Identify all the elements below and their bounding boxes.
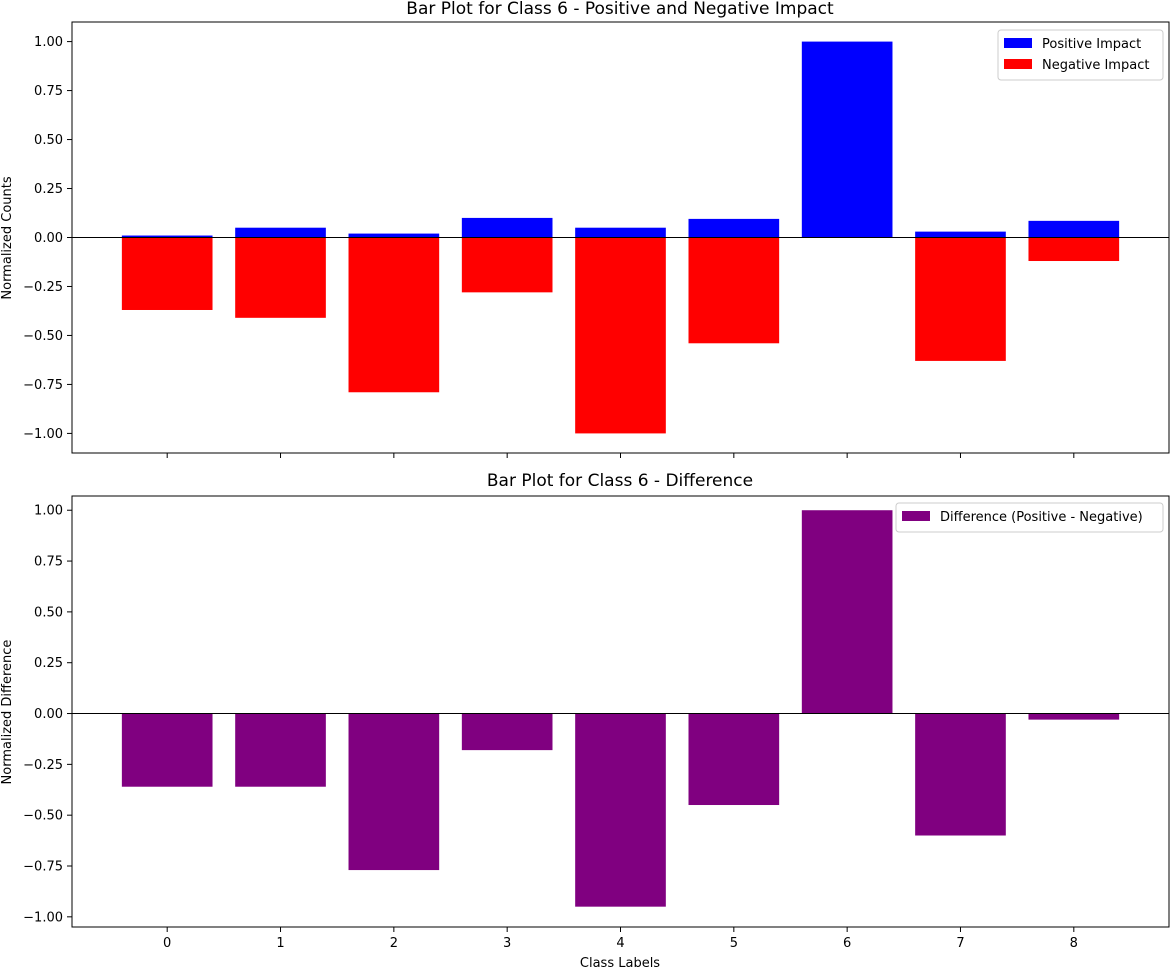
difference-y-tick-label: 0.75 — [34, 555, 63, 570]
difference-x-tick-label: 4 — [616, 936, 624, 951]
impact-bar-s0-2 — [348, 233, 440, 238]
difference-x-tick-label: 1 — [276, 936, 284, 951]
impact-bar-s1-3 — [461, 237, 553, 293]
difference-legend-label: Difference (Positive - Negative) — [940, 510, 1143, 525]
impact-bar-s0-3 — [461, 217, 553, 238]
impact-y-tick-label: 1.00 — [34, 35, 63, 50]
impact-bar-s1-0 — [121, 237, 213, 310]
impact-bar-s1-8 — [1028, 237, 1120, 262]
impact-legend-label: Negative Impact — [1042, 58, 1149, 73]
difference-plot-area: 1.00 0.75 0.50 0.25 0.00 −0.25 −0.50 −0.75 −1.00… — [23, 504, 1169, 951]
impact-y-tick-label: −1.00 — [23, 427, 63, 442]
difference-axes-frame — [71, 495, 1170, 928]
difference-legend: Difference (Positive - Negative) — [895, 502, 1164, 533]
impact-y-tick-label: 0.50 — [34, 133, 63, 148]
impact-y-tick-label: −0.75 — [23, 378, 63, 393]
impact-bar-s0-8 — [1028, 220, 1120, 238]
difference-bar-s0-5 — [688, 713, 780, 806]
impact-legend-frame — [997, 29, 1164, 81]
difference-y-tick-label: 1.00 — [34, 504, 63, 519]
difference-bar-s0-4 — [575, 713, 666, 907]
difference-y-tick-label: 0.00 — [34, 707, 63, 722]
difference-bar-s0-7 — [915, 713, 1006, 836]
impact-legend: Positive Impact Negative Impact — [997, 29, 1164, 81]
difference-bar-s0-8 — [1028, 713, 1120, 720]
impact-chart-title: Bar Plot for Class 6 - Positive and Nega… — [406, 0, 834, 19]
impact-panel: Bar Plot for Class 6 - Positive and Nega… — [0, 0, 1170, 458]
impact-y-tick-label: −0.25 — [23, 280, 63, 295]
impact-y-tick-label: 0.25 — [34, 182, 63, 197]
difference-y-tick-label: 0.25 — [34, 656, 63, 671]
impact-y-tick-label: 0.00 — [34, 231, 63, 246]
difference-x-tick-label: 0 — [163, 936, 171, 951]
impact-legend-swatch — [1004, 59, 1032, 69]
impact-bar-s0-0 — [121, 235, 213, 238]
impact-bar-s0-6 — [801, 41, 893, 238]
impact-bar-s0-1 — [235, 227, 326, 238]
difference-x-tick-label: 6 — [843, 936, 851, 951]
impact-legend-label: Positive Impact — [1042, 37, 1141, 52]
difference-x-tick-label: 2 — [390, 936, 398, 951]
difference-legend-swatch — [902, 511, 930, 521]
impact-bar-s0-7 — [915, 231, 1006, 238]
impact-legend-swatch — [1004, 38, 1032, 48]
difference-y-tick-label: −1.00 — [23, 910, 63, 925]
difference-x-tick-label: 3 — [503, 936, 511, 951]
difference-x-tick-label: 8 — [1070, 936, 1078, 951]
difference-x-tick-label: 7 — [956, 936, 964, 951]
difference-bar-s0-2 — [348, 713, 440, 871]
impact-bar-s0-4 — [575, 227, 666, 238]
impact-axes-frame — [71, 21, 1170, 454]
impact-bar-s0-5 — [688, 218, 780, 238]
difference-y-axis-label: Normalized Difference — [0, 640, 15, 785]
difference-panel: Bar Plot for Class 6 - Difference 1.00 0.… — [0, 471, 1170, 970]
difference-legend-frame — [895, 502, 1164, 533]
difference-y-tick-label: −0.75 — [23, 860, 63, 875]
impact-bar-s1-1 — [235, 237, 326, 318]
x-axis-label: Class Labels — [580, 956, 660, 970]
difference-y-tick-label: −0.50 — [23, 809, 63, 824]
impact-y-tick-label: −0.50 — [23, 329, 63, 344]
impact-bar-s1-7 — [915, 237, 1006, 361]
difference-bar-s0-6 — [801, 510, 893, 714]
impact-bar-s1-5 — [688, 237, 780, 344]
impact-bar-s1-2 — [348, 237, 440, 393]
difference-bar-s0-1 — [235, 713, 326, 787]
difference-y-tick-label: 0.50 — [34, 605, 63, 620]
impact-y-tick-label: 0.75 — [34, 84, 63, 99]
difference-chart-title: Bar Plot for Class 6 - Difference — [487, 471, 753, 491]
difference-x-tick-label: 5 — [730, 936, 738, 951]
difference-bar-s0-0 — [121, 713, 213, 787]
impact-y-axis-label: Normalized Counts — [0, 176, 15, 299]
difference-y-tick-label: −0.25 — [23, 758, 63, 773]
impact-plot-area: 1.00 0.75 0.50 0.25 0.00 −0.25 −0.50 −0.75 −1.00 — [23, 35, 1169, 458]
difference-bar-s0-3 — [461, 713, 553, 751]
impact-bar-s1-4 — [575, 237, 666, 434]
